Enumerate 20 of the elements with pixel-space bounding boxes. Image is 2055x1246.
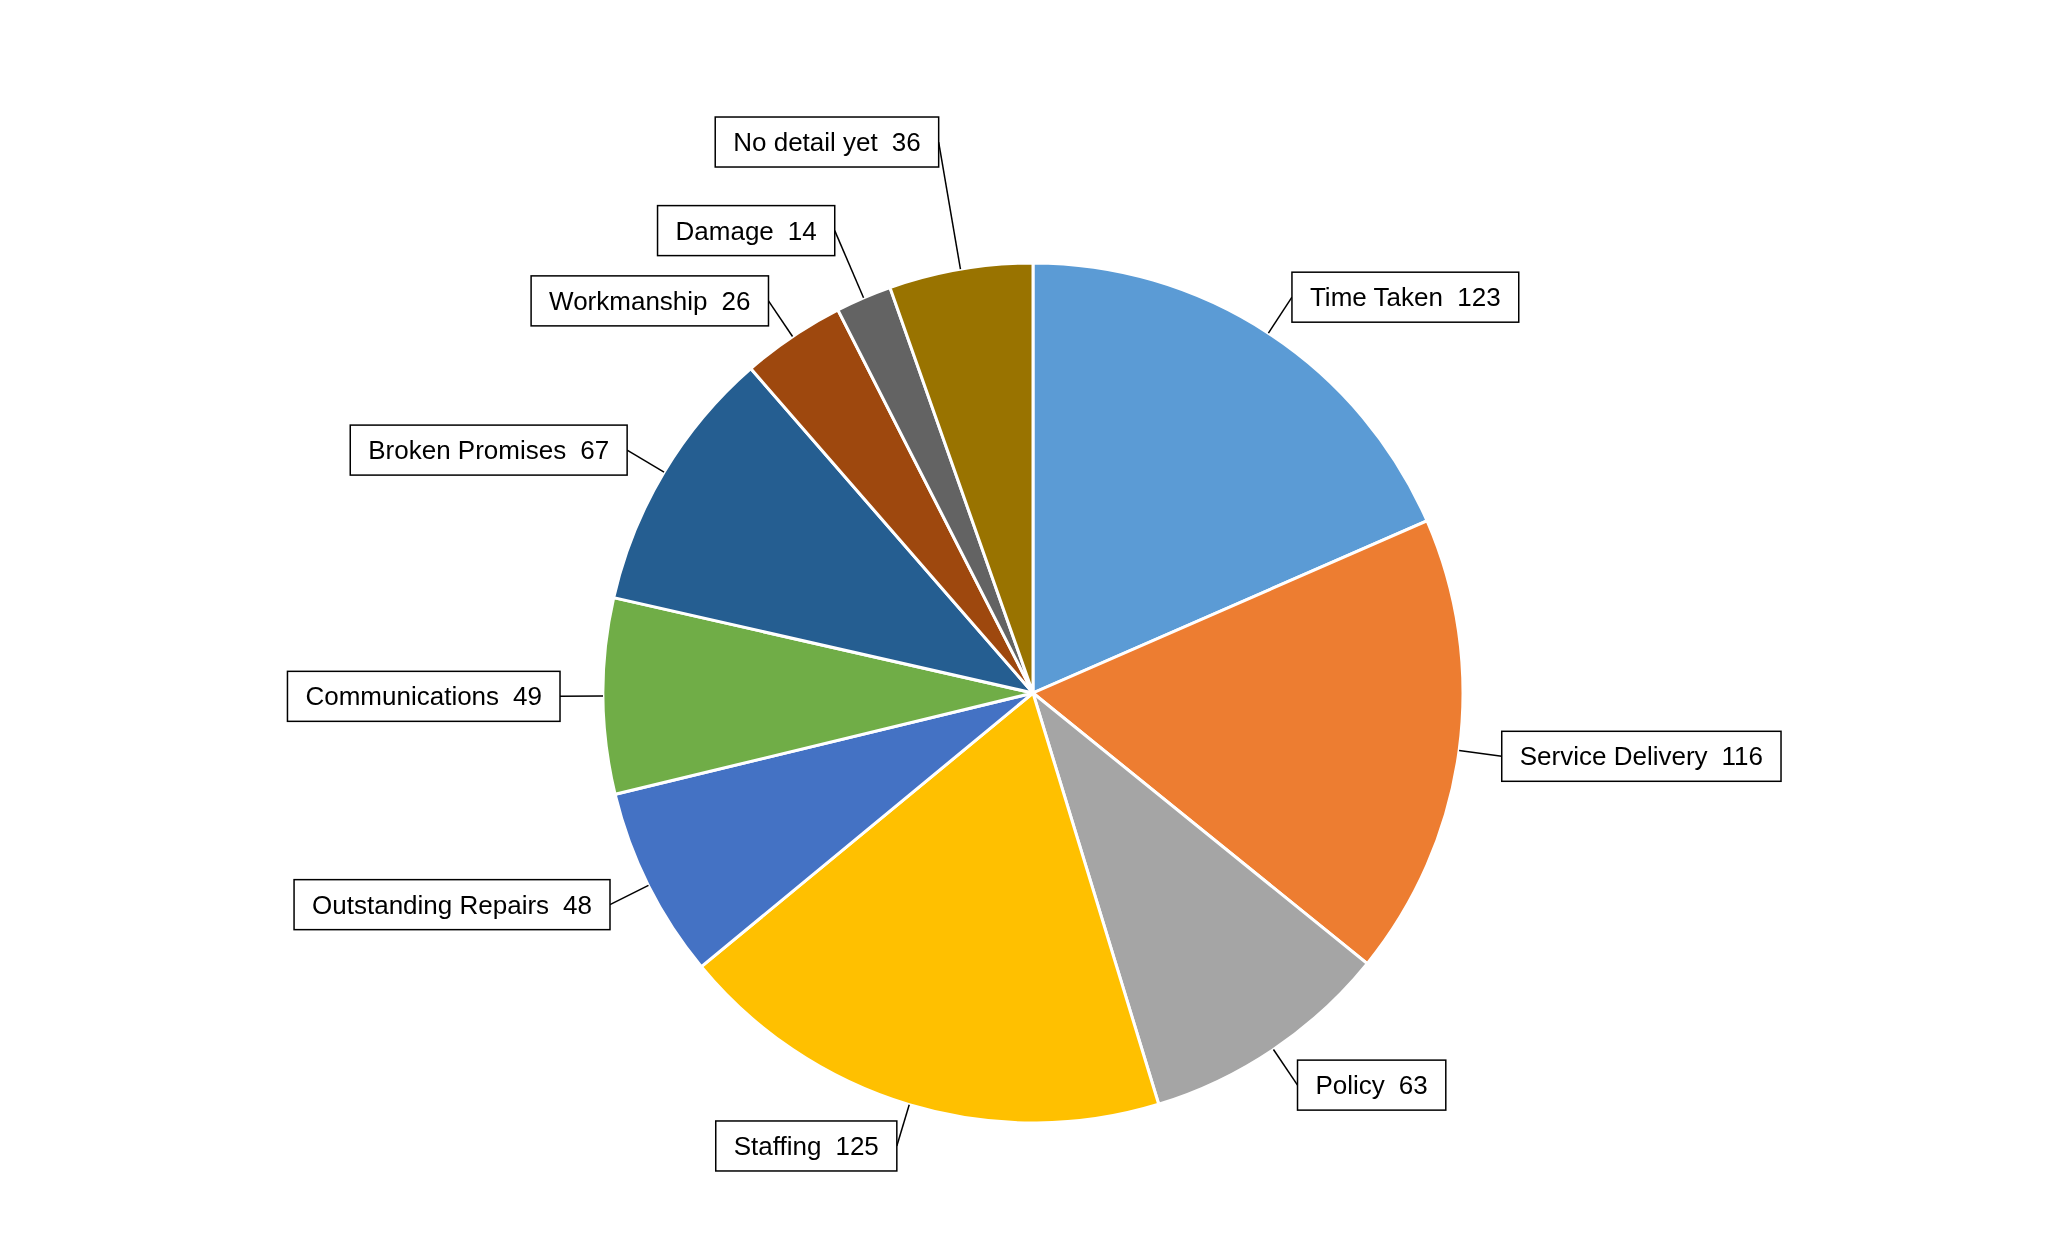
data-label: 125: [835, 1130, 879, 1161]
slice-label: Communications: [305, 681, 500, 712]
slice-label: Outstanding Repairs: [312, 889, 550, 920]
data-label: 48: [563, 889, 592, 920]
slice-label: Workmanship: [549, 285, 708, 316]
slice-label: Time Taken: [1309, 282, 1443, 313]
slice-label: Staffing: [733, 1130, 822, 1161]
slice-label: Damage: [675, 215, 774, 246]
data-label: 26: [721, 285, 751, 316]
data-label: 36: [891, 127, 921, 158]
slice-label: Policy: [1315, 1070, 1385, 1101]
data-label: 49: [513, 681, 543, 712]
data-label: 14: [787, 215, 817, 246]
data-label: 116: [1721, 741, 1764, 772]
data-label: 123: [1457, 282, 1501, 313]
slice-label: Broken Promises: [368, 435, 567, 466]
data-label: 63: [1398, 1070, 1428, 1101]
slice-label: No detail yet: [733, 127, 879, 158]
slice-label: Service Delivery: [1519, 741, 1708, 772]
data-label: 67: [580, 435, 610, 466]
